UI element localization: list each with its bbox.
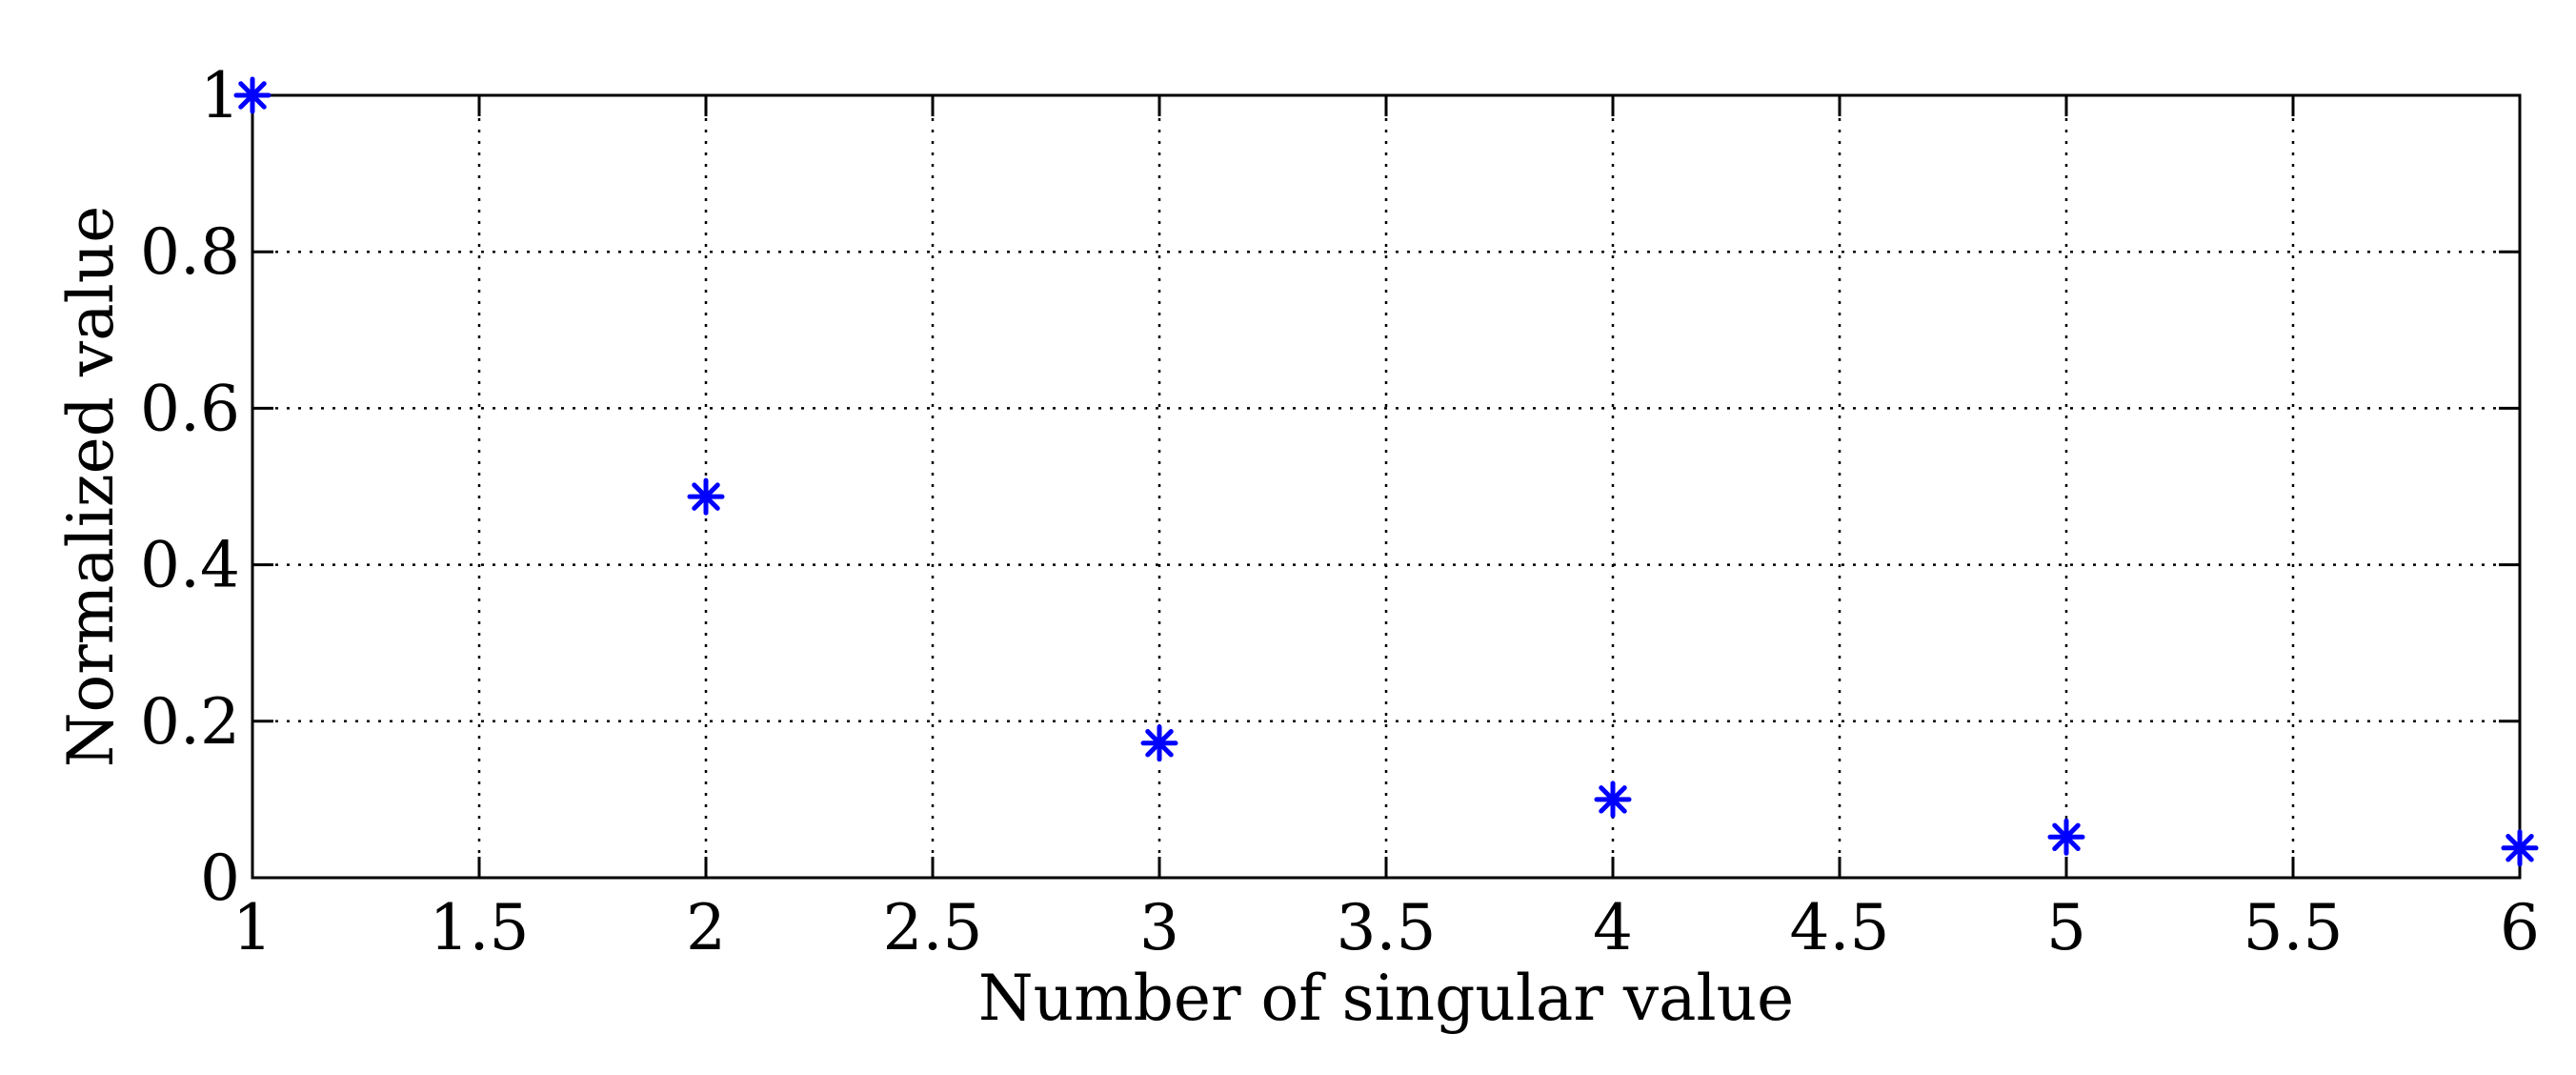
y-axis-label: Normalized value: [54, 206, 128, 768]
x-tick-label: 1.5: [430, 891, 530, 964]
x-tick-label: 3.5: [1337, 891, 1437, 964]
x-tick-label: 4.5: [1790, 891, 1890, 964]
data-point-marker: [233, 76, 272, 114]
x-tick-labels: 1 1.5 2 2.5 3 3.5 4 4.5 5 5.5 6: [232, 891, 2540, 964]
data-point-marker: [2047, 818, 2085, 856]
y-tick-label: 0.4: [140, 529, 240, 602]
plot-area-frame: [251, 93, 2522, 880]
y-tick-label: 0.2: [140, 685, 240, 759]
tick-marks: [251, 93, 2522, 880]
x-axis-label: Number of singular value: [978, 962, 1794, 1035]
y-tick-label: 0: [200, 842, 240, 915]
x-tick-label: 1: [232, 891, 272, 964]
data-points: [233, 76, 2539, 867]
data-point-marker: [2501, 829, 2539, 867]
x-tick-label: 4: [1593, 891, 1633, 964]
y-tick-labels: 0 0.2 0.4 0.6 0.8 1: [140, 59, 240, 915]
y-tick-label: 0.8: [140, 215, 240, 289]
data-point-marker: [687, 477, 725, 516]
data-point-marker: [1140, 724, 1178, 762]
x-tick-label: 5.5: [2244, 891, 2344, 964]
x-tick-label: 5: [2046, 891, 2086, 964]
x-tick-label: 6: [2500, 891, 2540, 964]
x-tick-label: 2: [686, 891, 726, 964]
x-tick-label: 2.5: [883, 891, 983, 964]
grid: [252, 95, 2520, 878]
data-point-marker: [1594, 781, 1632, 819]
x-tick-label: 3: [1139, 891, 1179, 964]
y-tick-label: 0.6: [140, 372, 240, 445]
y-tick-label: 1: [200, 59, 240, 132]
